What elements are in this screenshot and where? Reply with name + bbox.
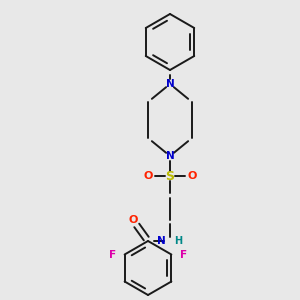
Text: F: F	[109, 250, 116, 260]
Text: O: O	[187, 171, 197, 181]
Text: S: S	[166, 169, 175, 182]
Text: O: O	[143, 171, 153, 181]
Text: N: N	[166, 151, 174, 161]
Text: H: H	[174, 236, 182, 246]
Text: F: F	[180, 250, 187, 260]
Text: N: N	[166, 79, 174, 89]
Text: N: N	[157, 236, 166, 246]
Text: O: O	[128, 215, 138, 225]
